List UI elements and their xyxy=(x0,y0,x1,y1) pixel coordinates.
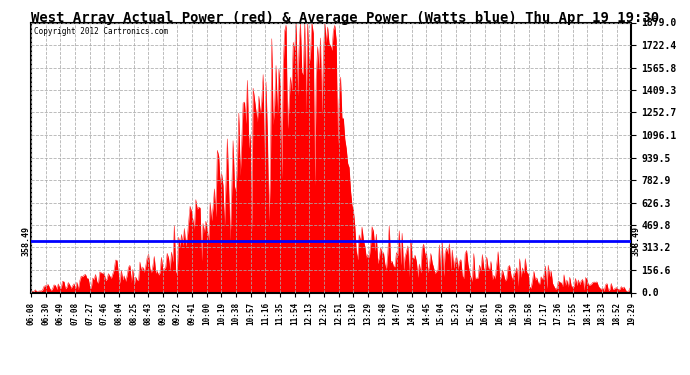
Text: Copyright 2012 Cartronics.com: Copyright 2012 Cartronics.com xyxy=(34,27,168,36)
Text: 358.49: 358.49 xyxy=(21,226,30,256)
Text: West Array Actual Power (red) & Average Power (Watts blue) Thu Apr 19 19:30: West Array Actual Power (red) & Average … xyxy=(31,11,659,25)
Text: 358.49: 358.49 xyxy=(632,226,641,256)
